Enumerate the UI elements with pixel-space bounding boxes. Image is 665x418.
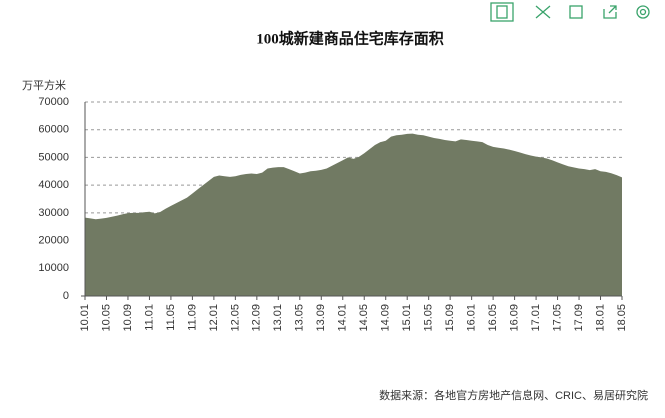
y-tick-label: 20000 bbox=[38, 234, 69, 246]
area bbox=[85, 133, 622, 296]
source: 数据来源：各地官方房地产信息网、CRIC、易居研究院 bbox=[379, 388, 648, 402]
x-tick-label: 10.09 bbox=[122, 304, 134, 332]
x-tick-label: 15.01 bbox=[401, 304, 413, 332]
x-tick-label: 13.01 bbox=[272, 304, 284, 332]
x-tick-label: 17.09 bbox=[573, 304, 585, 332]
x-tick-label: 16.05 bbox=[487, 304, 499, 332]
x-tick-label: 16.09 bbox=[509, 304, 521, 332]
y-tick-label: 40000 bbox=[38, 179, 69, 191]
y-tick-label: 50000 bbox=[38, 151, 69, 163]
icon-data-view[interactable] bbox=[490, 2, 514, 22]
x-tick-label: 15.09 bbox=[444, 304, 456, 332]
x-tick-label: 14.09 bbox=[380, 304, 392, 332]
y-axis-label: 万平方米 bbox=[22, 78, 66, 92]
chart-title: 100城新建商品住宅库存面积 bbox=[256, 29, 444, 47]
icon-settings-center bbox=[639, 8, 647, 16]
y-tick-label: 30000 bbox=[38, 207, 69, 219]
x-tick-label: 12.09 bbox=[251, 304, 263, 332]
x-tick-label: 14.01 bbox=[337, 304, 349, 332]
x-tick-label: 13.05 bbox=[294, 304, 306, 332]
icon-save[interactable] bbox=[569, 5, 583, 19]
y-tick-label: 70000 bbox=[38, 96, 69, 108]
icon-zoom[interactable] bbox=[535, 5, 551, 19]
y-tick-label: 10000 bbox=[38, 262, 69, 274]
y-tick-label: 60000 bbox=[38, 124, 69, 136]
toolbar bbox=[490, 2, 650, 22]
icon-share[interactable] bbox=[603, 5, 617, 19]
x-tick-label: 14.05 bbox=[358, 304, 370, 332]
x-tick-label: 10.01 bbox=[79, 304, 91, 332]
icon-glyph bbox=[496, 5, 508, 19]
x-tick-label: 15.05 bbox=[423, 304, 435, 332]
x-tick-label: 11.09 bbox=[186, 304, 198, 331]
x-tick-label: 11.05 bbox=[165, 304, 177, 331]
icon-settings[interactable] bbox=[636, 5, 650, 19]
x-tick-label: 12.01 bbox=[208, 304, 220, 332]
x-tick-label: 10.05 bbox=[100, 304, 112, 332]
x-tick-label: 17.05 bbox=[551, 304, 563, 332]
x-tick-label: 12.05 bbox=[229, 304, 241, 332]
x-tick-label: 17.01 bbox=[530, 304, 542, 332]
x-tick-label: 18.05 bbox=[616, 304, 628, 332]
x-tick-label: 11.01 bbox=[143, 304, 155, 331]
x-tick-label: 13.09 bbox=[315, 304, 327, 332]
y-tick-label: 0 bbox=[63, 290, 69, 302]
x-tick-label: 16.01 bbox=[466, 304, 478, 332]
x-tick-label: 18.01 bbox=[594, 304, 606, 332]
